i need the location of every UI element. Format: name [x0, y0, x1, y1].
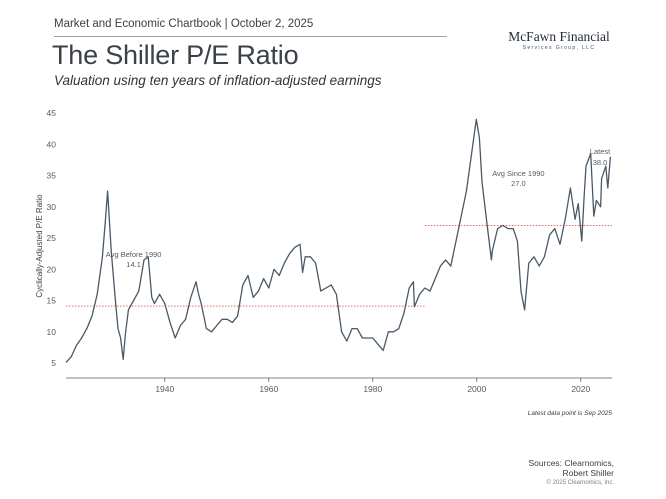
header-divider	[54, 36, 447, 37]
y-tick-label: 5	[51, 358, 56, 368]
copyright-note: © 2025 Clearnomics, Inc.	[546, 480, 614, 486]
y-tick-label: 15	[47, 296, 57, 306]
x-tick-label: 2000	[467, 384, 486, 394]
y-axis-label: Cyclically-Adjusted P/E Ratio	[35, 194, 44, 298]
avg-since-1990-value: 27.0	[511, 179, 526, 188]
x-tick-label: 1960	[259, 384, 278, 394]
chartbook-kicker: Market and Economic Chartbook | October …	[54, 18, 314, 30]
y-tick-label: 35	[47, 171, 57, 181]
y-tick-label: 20	[47, 264, 57, 274]
avg-before-1990-value: 14.1	[126, 260, 141, 269]
avg-since-1990-label: Avg Since 1990	[492, 169, 544, 178]
latest-label: Latest	[590, 147, 611, 156]
logo-subtitle: Services Group, LLC	[522, 45, 596, 51]
latest-value: 38.0	[593, 158, 608, 167]
x-tick-label: 1940	[155, 384, 174, 394]
sources-line-1: Sources: Clearnomics,	[528, 458, 614, 468]
x-axis-ticks: 1940 1960 1980 2000 2020	[155, 378, 591, 394]
latest-data-note: Latest data point is Sep 2025	[528, 410, 613, 417]
x-tick-label: 1980	[363, 384, 382, 394]
company-logo: McFawn Financial Services Group, LLC	[504, 30, 614, 52]
y-tick-label: 40	[47, 139, 57, 149]
page-title: The Shiller P/E Ratio	[52, 40, 299, 70]
cape-series-line	[65, 118, 612, 363]
y-tick-label: 10	[47, 327, 57, 337]
y-tick-label: 25	[47, 233, 57, 243]
logo-name: McFawn Financial	[508, 29, 610, 44]
sources-note: Sources: Clearnomics, Robert Shiller	[528, 458, 614, 478]
y-axis-ticks: 5 10 15 20 25 30 35 40 45	[47, 108, 57, 368]
page-subtitle: Valuation using ten years of inflation-a…	[54, 73, 382, 88]
y-tick-label: 45	[47, 108, 57, 118]
x-tick-label: 2020	[571, 384, 590, 394]
avg-before-1990-label: Avg Before 1990	[106, 250, 162, 259]
sources-line-2: Robert Shiller	[562, 468, 615, 478]
y-tick-label: 30	[47, 202, 57, 212]
